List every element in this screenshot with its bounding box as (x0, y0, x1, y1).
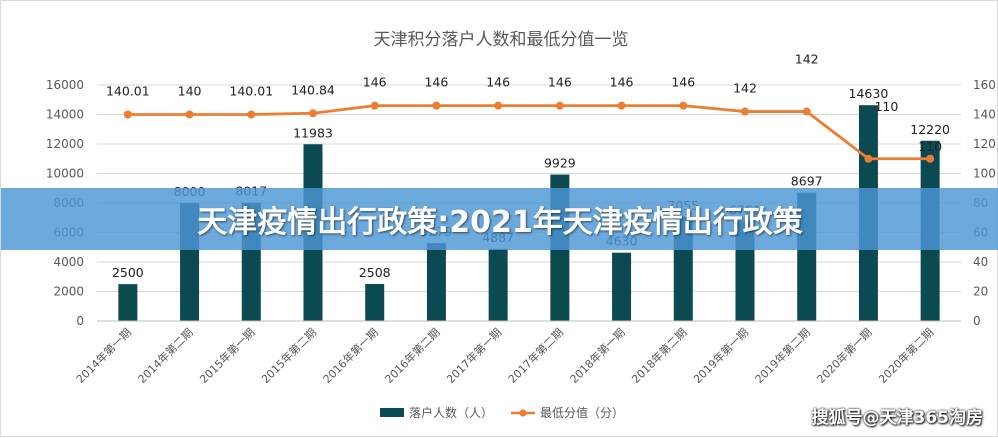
bar-data-label: 2508 (359, 265, 391, 280)
bar (488, 248, 508, 321)
line-data-label: 146 (363, 75, 387, 90)
left-axis-tick: 12000 (46, 137, 84, 151)
line-point (679, 101, 688, 110)
line-point (494, 101, 503, 110)
left-axis-tick: 2000 (53, 285, 84, 299)
line-data-label: 146 (548, 75, 572, 90)
x-axis-tick: 2015年第二期 (258, 325, 319, 386)
line-data-label: 140 (178, 84, 202, 99)
line-point (185, 110, 194, 119)
bar (426, 243, 446, 321)
x-axis-tick: 2014年第二期 (135, 325, 196, 386)
right-axis-tick: 20 (973, 285, 988, 299)
right-axis-tick: 0 (973, 314, 981, 328)
bar (612, 252, 632, 321)
line-data-label: 146 (610, 75, 634, 90)
right-axis-tick: 100 (973, 167, 996, 181)
x-axis-tick: 2017年第二期 (505, 325, 566, 386)
right-axis-tick: 160 (973, 78, 996, 92)
x-axis-tick: 2016年第一期 (320, 325, 381, 386)
bar-data-label: 9929 (544, 156, 576, 171)
bar (118, 284, 138, 321)
x-axis-tick: 2018年第一期 (567, 325, 628, 386)
line-data-label: 146 (424, 75, 448, 90)
x-axis-tick: 2018年第二期 (629, 325, 690, 386)
line-data-label: 140.01 (229, 83, 273, 98)
right-axis-tick: 120 (973, 137, 996, 151)
headline-text: 天津疫情出行政策:2021年天津疫情出行政策 (197, 205, 803, 240)
legend-line-marker (519, 409, 527, 417)
x-axis-tick: 2017年第一期 (443, 325, 504, 386)
x-axis-tick: 2019年第一期 (690, 325, 751, 386)
line-point (617, 101, 626, 110)
legend-bar-swatch (380, 408, 404, 417)
watermark: 搜狐号@天津365淘房 (811, 408, 984, 428)
line-point (802, 107, 811, 116)
left-axis-tick: 0 (76, 314, 84, 328)
legend: 落户人数（人） 最低分值（分） (380, 405, 624, 420)
series-line (127, 104, 931, 161)
line-point (741, 107, 749, 116)
line-point (309, 109, 317, 118)
legend-line-label: 最低分值（分） (540, 405, 624, 420)
line-point (370, 101, 379, 110)
left-axis-tick: 4000 (53, 255, 84, 269)
x-axis-tick: 2016年第二期 (382, 325, 443, 386)
bar-data-label: 12220 (910, 122, 950, 137)
line-point (432, 101, 441, 110)
bar (365, 284, 385, 321)
bar-data-label: 2500 (112, 265, 144, 280)
left-axis-tick: 10000 (46, 167, 84, 181)
bar-data-label: 8697 (791, 174, 823, 189)
line-point (247, 110, 256, 119)
line-data-label: 110 (874, 99, 898, 114)
line-data-label: 142 (795, 52, 819, 67)
chart-title: 天津积分落户人数和最低分值一览 (374, 30, 629, 50)
line-data-label: 140.01 (106, 83, 150, 98)
left-axis-tick: 16000 (46, 78, 84, 92)
legend-bar-label: 落户人数（人） (409, 405, 493, 420)
line-point (123, 110, 132, 119)
line-data-label: 146 (671, 75, 695, 90)
headline-banner: 天津疫情出行政策:2021年天津疫情出行政策 (1, 188, 998, 250)
x-axis: 2014年第一期 2014年第二期 2015年第一期 2015年第二期 2016年第一期… (73, 320, 961, 386)
x-axis-tick: 2020年第二期 (875, 325, 936, 386)
line-data-label: 140.84 (291, 82, 335, 97)
x-axis-tick: 2020年第一期 (814, 325, 875, 386)
line-data-label: 142 (733, 81, 757, 96)
bar-data-label: 14630 (849, 86, 889, 101)
x-axis-tick: 2014年第一期 (73, 325, 134, 386)
bar-data-label: 11983 (293, 125, 333, 140)
x-axis-tick: 2019年第二期 (752, 325, 813, 386)
line-data-labels: 140.01 140 140.01 140.84 146 146 146 146 146 146 1… (106, 52, 942, 154)
line-point (555, 101, 564, 110)
x-axis-tick: 2015年第一期 (197, 325, 258, 386)
line-series (123, 101, 935, 163)
line-data-label: 110 (918, 139, 942, 154)
right-axis-tick: 140 (973, 108, 996, 122)
line-point (926, 154, 935, 163)
left-axis-tick: 14000 (46, 108, 84, 122)
right-axis-tick: 40 (973, 255, 988, 269)
line-data-label: 146 (486, 75, 510, 90)
line-point (864, 154, 873, 163)
